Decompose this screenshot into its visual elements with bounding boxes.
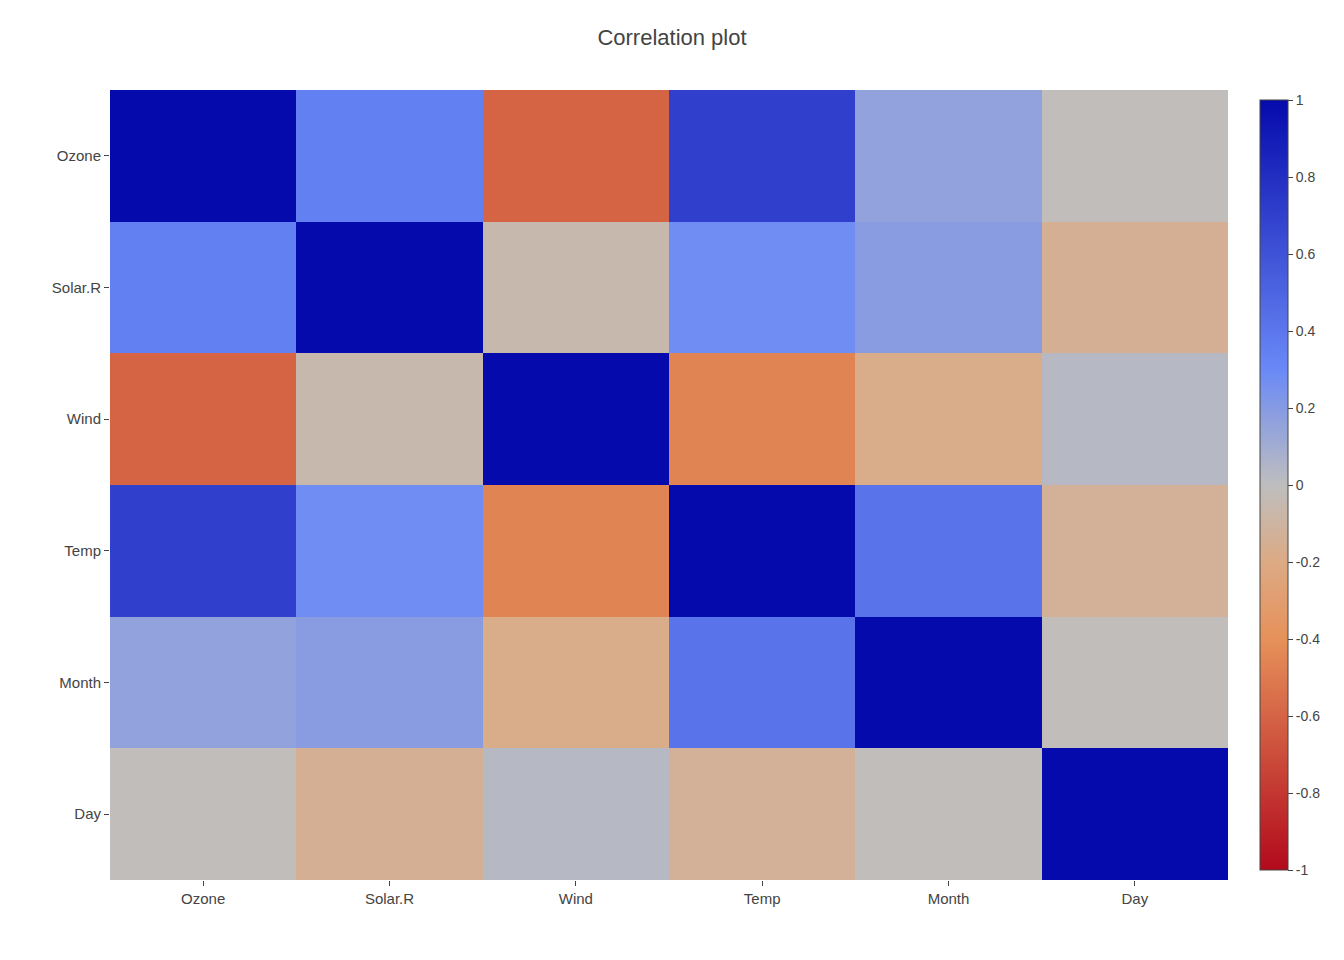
svg-text:Day: Day <box>1121 890 1148 907</box>
svg-text:-0.6: -0.6 <box>1296 708 1320 724</box>
svg-text:Correlation plot: Correlation plot <box>597 25 746 50</box>
svg-text:0.2: 0.2 <box>1296 400 1316 416</box>
svg-text:-0.2: -0.2 <box>1296 554 1320 570</box>
svg-text:Wind: Wind <box>559 890 593 907</box>
svg-text:-0.8: -0.8 <box>1296 785 1320 801</box>
svg-text:Solar.R: Solar.R <box>365 890 414 907</box>
svg-text:Ozone: Ozone <box>181 890 225 907</box>
svg-text:0: 0 <box>1296 477 1304 493</box>
svg-text:0.4: 0.4 <box>1296 323 1316 339</box>
svg-text:Temp: Temp <box>744 890 781 907</box>
svg-text:0.8: 0.8 <box>1296 169 1316 185</box>
svg-text:Month: Month <box>928 890 970 907</box>
svg-text:-0.4: -0.4 <box>1296 631 1320 647</box>
svg-text:Ozone: Ozone <box>57 147 101 164</box>
svg-text:Wind: Wind <box>67 410 101 427</box>
svg-text:0.6: 0.6 <box>1296 246 1316 262</box>
svg-text:Temp: Temp <box>64 542 101 559</box>
svg-text:Month: Month <box>59 674 101 691</box>
svg-text:Solar.R: Solar.R <box>52 279 101 296</box>
svg-text:Day: Day <box>74 805 101 822</box>
svg-text:-1: -1 <box>1296 862 1309 878</box>
svg-text:1: 1 <box>1296 92 1304 108</box>
